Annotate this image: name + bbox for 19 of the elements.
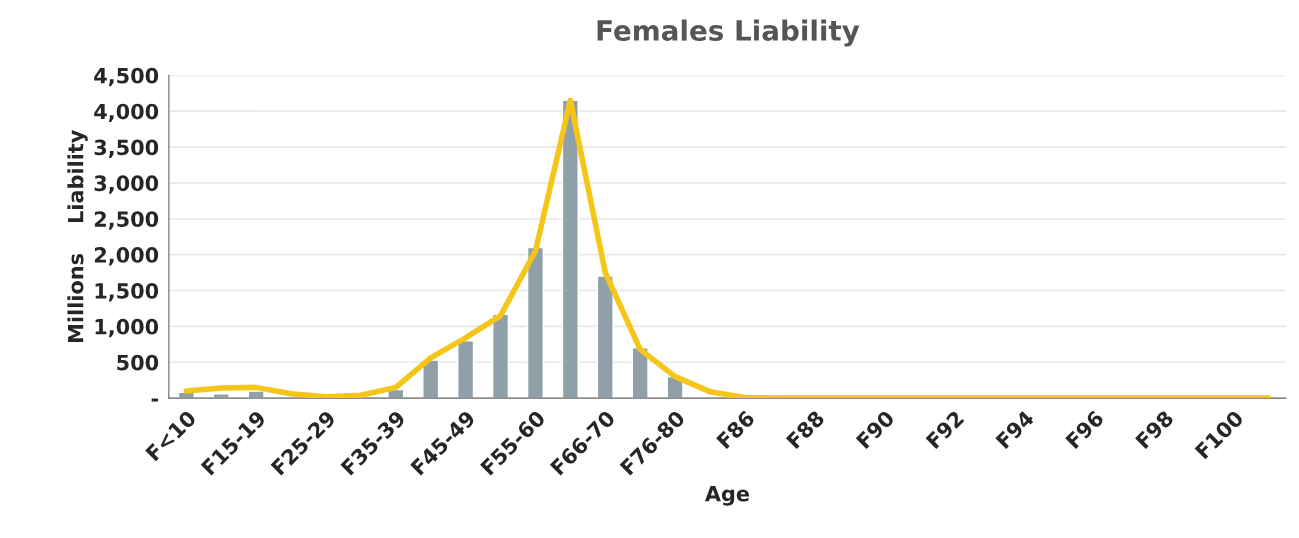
bar — [422, 359, 440, 399]
bar — [526, 246, 544, 399]
y-tick-label: 4,000 — [94, 103, 159, 123]
y-tick-label: - — [151, 398, 159, 402]
y-tick-label: 1,000 — [95, 318, 159, 338]
y-tick-label: 2,500 — [94, 211, 159, 230]
x-axis-title: Age — [704, 486, 750, 506]
y-axis-title: Millions Liability — [67, 130, 88, 342]
bar — [491, 313, 510, 399]
y-tick-label: 3,500 — [94, 139, 159, 158]
y-tick-label: 2,000 — [94, 247, 159, 266]
y-tick-label: 3,000 — [94, 175, 159, 194]
bar — [596, 275, 614, 399]
y-tick-label: 500 — [117, 354, 159, 371]
y-tick-label: 1,500 — [95, 282, 159, 302]
chart-title: Females Liability — [597, 19, 860, 47]
y-tick-label: 4,500 — [94, 67, 159, 87]
bar — [457, 340, 475, 399]
bar — [561, 99, 579, 399]
